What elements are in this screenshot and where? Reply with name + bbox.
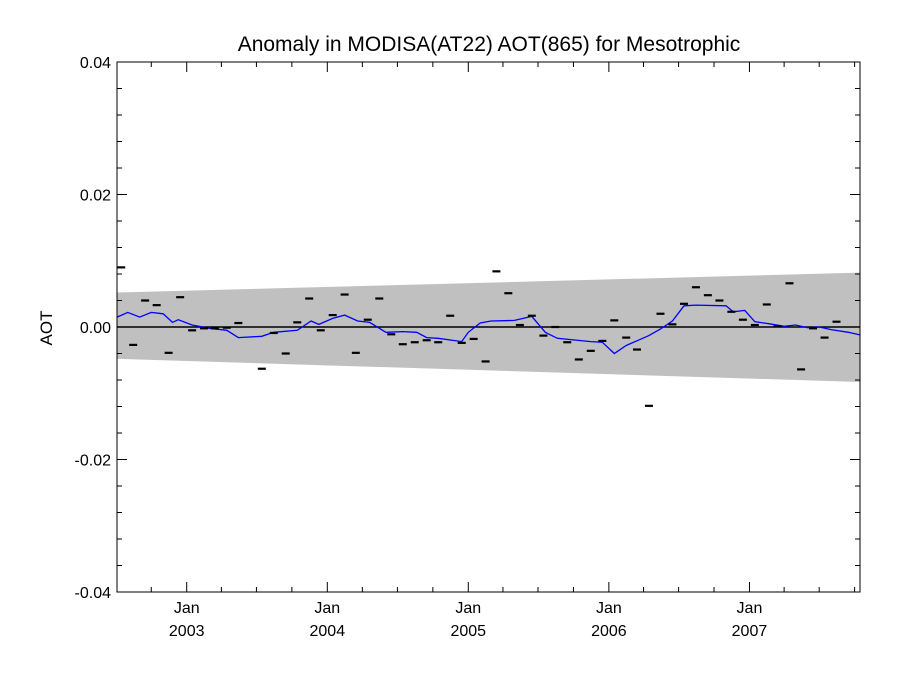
x-tick-label-month: Jan xyxy=(455,600,481,617)
anomaly-points-layer xyxy=(117,266,841,407)
y-tick-label: -0.04 xyxy=(75,585,112,602)
x-tick-label-year: 2003 xyxy=(169,623,205,640)
chart-title: Anomaly in MODISA(AT22) AOT(865) for Mes… xyxy=(238,33,741,56)
x-tick-label-month: Jan xyxy=(174,600,200,617)
y-axis: 0.04 0.02 0.00 -0.02 -0.04 xyxy=(75,55,860,602)
smoothed-line-layer xyxy=(116,304,861,355)
y-tick-label: -0.02 xyxy=(75,453,112,470)
x-tick-label-month: Jan xyxy=(596,600,622,617)
y-tick-label: 0.04 xyxy=(80,55,111,72)
x-tick-label-year: 2004 xyxy=(310,623,346,640)
y-tick-label: 0.00 xyxy=(80,320,111,337)
x-axis: Jan 2003 Jan 2004 Jan 2005 Jan 2006 Jan 2007 xyxy=(150,62,856,640)
x-tick-label-year: 2005 xyxy=(450,623,486,640)
y-axis-label: AOT xyxy=(37,311,56,346)
smoothed-anomaly-line xyxy=(116,304,861,355)
x-tick-label-year: 2007 xyxy=(732,623,768,640)
x-tick-label-month: Jan xyxy=(737,600,763,617)
x-tick-label-year: 2006 xyxy=(591,623,627,640)
y-tick-label: 0.02 xyxy=(80,188,111,205)
x-tick-label-month: Jan xyxy=(314,600,340,617)
